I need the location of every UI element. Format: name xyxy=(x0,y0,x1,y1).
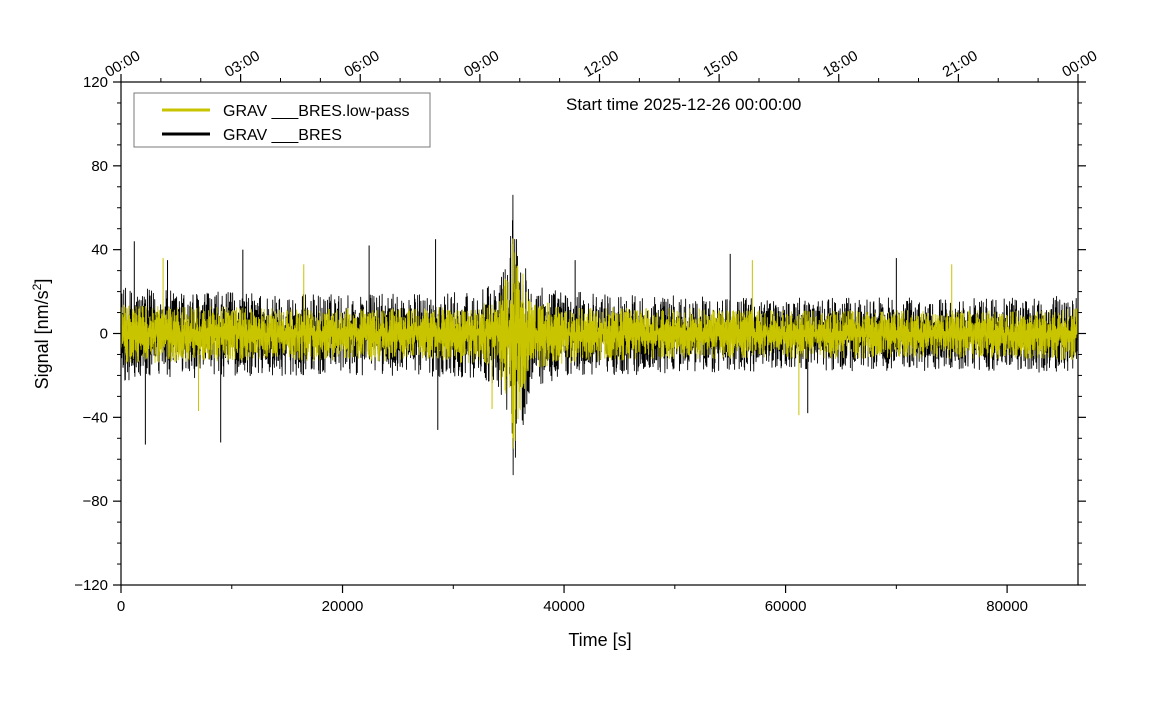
y-tick-label: −40 xyxy=(83,409,108,426)
x-tick-label: 40000 xyxy=(543,598,585,615)
series-layer xyxy=(121,194,1078,476)
y-tick-label: −80 xyxy=(83,493,108,510)
y-axis-label: Signal [nm/s2] xyxy=(30,279,52,390)
top-tick-label: 12:00 xyxy=(581,47,622,80)
y-tick-label: 40 xyxy=(91,242,108,259)
y-tick-label: 0 xyxy=(100,326,108,343)
x-tick-label: 60000 xyxy=(765,598,807,615)
x-tick-label: 0 xyxy=(117,598,125,615)
y-axis: −120 −80 −40 0 40 80 120 xyxy=(74,74,1086,594)
top-tick-label: 09:00 xyxy=(461,47,502,80)
x-axis: 0 20000 40000 60000 80000 xyxy=(117,585,1028,615)
legend-label-lowpass: GRAV ___BRES.low-pass xyxy=(223,103,409,120)
top-tick-label: 18:00 xyxy=(820,47,861,80)
top-tick-label: 06:00 xyxy=(341,47,382,80)
legend-box xyxy=(133,92,431,148)
y-axis-label-superscript: 2 xyxy=(30,283,44,290)
legend: GRAV ___BRES.low-pass GRAV ___BRES xyxy=(133,92,431,148)
top-tick-label: 21:00 xyxy=(940,47,981,80)
x-tick-label: 80000 xyxy=(986,598,1028,615)
top-tick-label: 03:00 xyxy=(222,47,263,80)
top-tick-label: 15:00 xyxy=(700,47,741,80)
chart-title: Start time 2025-12-26 00:00:00 xyxy=(566,95,801,114)
x-axis-label: Time [s] xyxy=(568,630,631,650)
y-tick-label: 120 xyxy=(83,74,108,91)
top-time-axis: 00:00 03:00 06:00 09:00 12:00 15:00 18:00 21:00… xyxy=(102,47,1100,82)
series-line xyxy=(121,238,1078,449)
y-tick-label: 80 xyxy=(91,158,108,175)
legend-label-raw: GRAV ___BRES xyxy=(223,127,342,144)
top-tick-label: 00:00 xyxy=(102,47,143,80)
y-tick-label: −120 xyxy=(74,577,108,594)
x-tick-label: 20000 xyxy=(322,598,364,615)
y-axis-label-base: Signal [nm/s xyxy=(32,290,52,389)
top-tick-label: 00:00 xyxy=(1059,47,1100,80)
y-axis-label-close: ] xyxy=(32,279,52,284)
